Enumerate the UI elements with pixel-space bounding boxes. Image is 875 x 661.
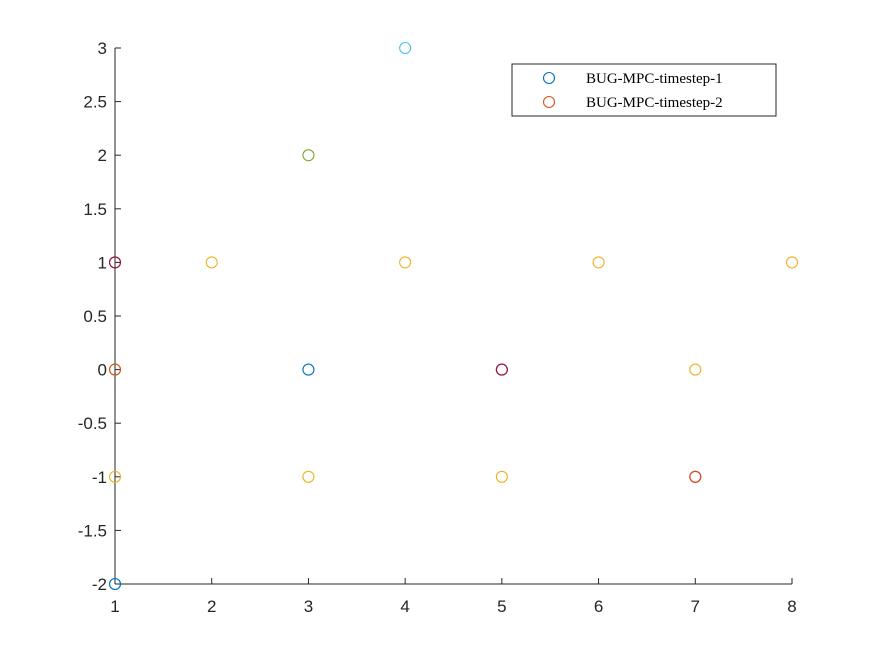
data-point [399,41,412,55]
legend-box [511,63,777,117]
axes: 32.521.510.50-0.5-1-1.5-21 2 3 4 5 6 7 8 [78,39,797,616]
data-point [108,363,122,376]
data-point [689,470,702,483]
y-tick-label: 0.5 [83,307,107,326]
y-tick-label: -1.5 [78,521,107,540]
x-tick-label: 6 [594,597,603,616]
y-tick-label: 2 [98,146,107,165]
data-point [785,256,799,269]
y-tick-label: -2 [92,575,107,594]
data-point [592,256,605,269]
data-point [108,577,122,591]
x-tick-label: 1 [110,597,119,616]
data-point [108,256,122,269]
x-tick-label: 8 [787,597,796,616]
x-tick-label: 3 [304,597,313,616]
data-point [495,363,508,376]
y-tick-label: 1 [98,253,107,272]
legend-label: BUG-MPC-timestep-2 [586,95,723,111]
y-tick-label: 1.5 [83,200,107,219]
legend-label: BUG-MPC-timestep-1 [586,71,723,87]
data-point [302,363,315,376]
x-tick-label: 2 [207,597,216,616]
data-point [495,470,508,483]
data-point [108,470,122,483]
y-tick-label: 3 [98,39,107,58]
data-point [205,256,218,269]
legend-marker [542,71,556,85]
x-tick-label: 7 [691,597,700,616]
y-tick-label: 2.5 [83,93,107,112]
data-point [689,363,702,376]
data-markers [108,41,799,591]
data-point [302,470,315,483]
data-point [399,256,412,269]
y-tick-label: 0 [98,361,107,380]
legend: BUG-MPC-timestep-1 BUG-MPC-timestep-2 [511,63,777,117]
y-tick-label: -0.5 [78,414,107,433]
y-tick-label: -1 [92,468,107,487]
x-tick-label: 4 [400,597,409,616]
x-tick-label: 5 [497,597,506,616]
legend-marker [542,95,556,109]
data-point [302,149,315,162]
